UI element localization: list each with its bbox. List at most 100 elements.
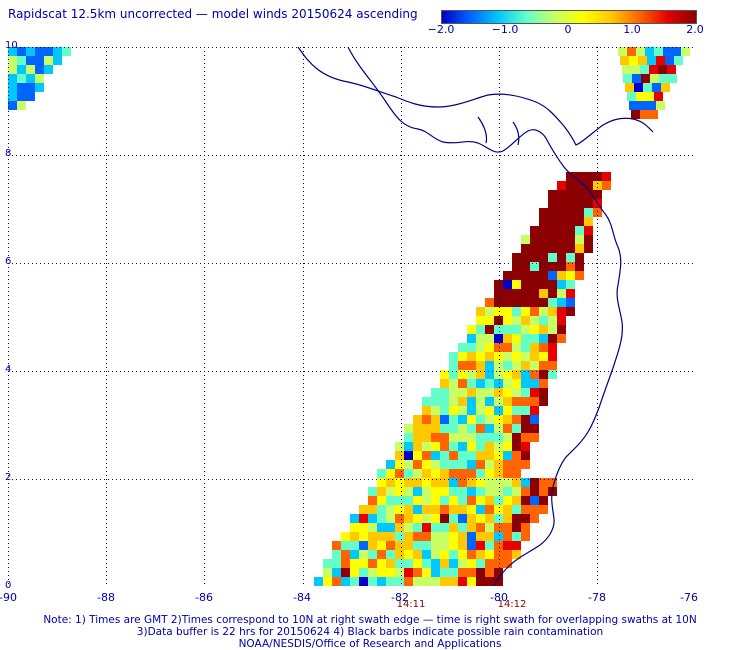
wind-cell bbox=[494, 406, 503, 415]
wind-cell bbox=[386, 559, 395, 568]
wind-cell bbox=[557, 298, 566, 307]
wind-cell bbox=[413, 541, 422, 550]
wind-cell bbox=[359, 541, 368, 550]
wind-cell bbox=[512, 280, 521, 289]
wind-cell bbox=[368, 577, 377, 586]
wind-cell bbox=[641, 74, 650, 83]
wind-cell bbox=[440, 388, 449, 397]
wind-cell bbox=[557, 289, 566, 298]
wind-cell bbox=[665, 56, 674, 65]
wind-cell bbox=[53, 47, 62, 56]
wind-cell bbox=[557, 271, 566, 280]
wind-cell bbox=[512, 271, 521, 280]
wind-cell bbox=[530, 253, 539, 262]
wind-cell bbox=[521, 388, 530, 397]
wind-cell bbox=[566, 289, 575, 298]
wind-cell bbox=[17, 56, 26, 65]
wind-cell bbox=[494, 496, 503, 505]
wind-cell bbox=[494, 307, 503, 316]
wind-cell bbox=[440, 424, 449, 433]
wind-cell bbox=[548, 271, 557, 280]
colorbar bbox=[441, 10, 697, 24]
wind-cell bbox=[467, 469, 476, 478]
wind-cell bbox=[440, 550, 449, 559]
wind-cell bbox=[449, 469, 458, 478]
wind-cell bbox=[521, 271, 530, 280]
wind-cell bbox=[458, 478, 467, 487]
wind-cell bbox=[566, 172, 575, 181]
wind-cell bbox=[530, 352, 539, 361]
wind-cell bbox=[548, 226, 557, 235]
wind-cell bbox=[503, 460, 512, 469]
wind-cell bbox=[566, 217, 575, 226]
wind-cell bbox=[575, 181, 584, 190]
wind-cell bbox=[422, 469, 431, 478]
wind-cell bbox=[485, 325, 494, 334]
wind-cell bbox=[359, 514, 368, 523]
wind-cell bbox=[539, 244, 548, 253]
wind-cell bbox=[485, 514, 494, 523]
wind-cell bbox=[476, 451, 485, 460]
wind-cell bbox=[467, 478, 476, 487]
wind-cell bbox=[467, 415, 476, 424]
wind-cell bbox=[386, 577, 395, 586]
wind-cell bbox=[8, 56, 17, 65]
wind-cell bbox=[512, 460, 521, 469]
wind-cell bbox=[494, 478, 503, 487]
wind-cell bbox=[557, 226, 566, 235]
wind-cell bbox=[431, 523, 440, 532]
wind-cell bbox=[652, 83, 661, 92]
wind-cell bbox=[634, 83, 643, 92]
wind-cell bbox=[386, 478, 395, 487]
wind-cell bbox=[494, 379, 503, 388]
wind-cell bbox=[413, 505, 422, 514]
wind-cell bbox=[476, 370, 485, 379]
wind-cell bbox=[566, 199, 575, 208]
wind-cell bbox=[458, 469, 467, 478]
wind-cell bbox=[359, 505, 368, 514]
wind-cell bbox=[476, 487, 485, 496]
wind-cell bbox=[467, 442, 476, 451]
wind-cell bbox=[530, 397, 539, 406]
wind-cell bbox=[377, 469, 386, 478]
wind-cell bbox=[8, 92, 17, 101]
wind-cell bbox=[584, 244, 593, 253]
wind-cell bbox=[494, 388, 503, 397]
wind-cell bbox=[494, 397, 503, 406]
wind-cell bbox=[539, 253, 548, 262]
wind-cell bbox=[539, 361, 548, 370]
wind-cell bbox=[530, 361, 539, 370]
wind-cell bbox=[377, 577, 386, 586]
wind-cell bbox=[323, 559, 332, 568]
wind-cell bbox=[494, 316, 503, 325]
wind-cell bbox=[512, 532, 521, 541]
wind-cell bbox=[395, 478, 404, 487]
wind-cell bbox=[404, 496, 413, 505]
wind-cell bbox=[458, 496, 467, 505]
wind-cell bbox=[341, 559, 350, 568]
wind-cell bbox=[404, 532, 413, 541]
wind-cell bbox=[476, 505, 485, 514]
wind-cell bbox=[485, 397, 494, 406]
coastline-caribbean bbox=[297, 47, 654, 146]
wind-cell bbox=[485, 343, 494, 352]
y-tick-2: 2 bbox=[5, 472, 12, 483]
wind-cell bbox=[512, 325, 521, 334]
wind-cell bbox=[494, 559, 503, 568]
wind-cell bbox=[656, 56, 665, 65]
wind-cell bbox=[395, 460, 404, 469]
wind-cell bbox=[512, 442, 521, 451]
wind-cell bbox=[368, 523, 377, 532]
wind-cell bbox=[584, 190, 593, 199]
wind-cell bbox=[503, 424, 512, 433]
wind-cell bbox=[649, 65, 658, 74]
wind-cell bbox=[413, 460, 422, 469]
coastline bbox=[297, 47, 654, 586]
wind-cell bbox=[467, 523, 476, 532]
wind-cell bbox=[521, 343, 530, 352]
wind-cell bbox=[386, 541, 395, 550]
wind-cell bbox=[548, 361, 557, 370]
lat-lon-grid bbox=[8, 47, 695, 586]
wind-cell bbox=[667, 65, 676, 74]
colorbar-tick-0: 0 bbox=[564, 23, 572, 36]
